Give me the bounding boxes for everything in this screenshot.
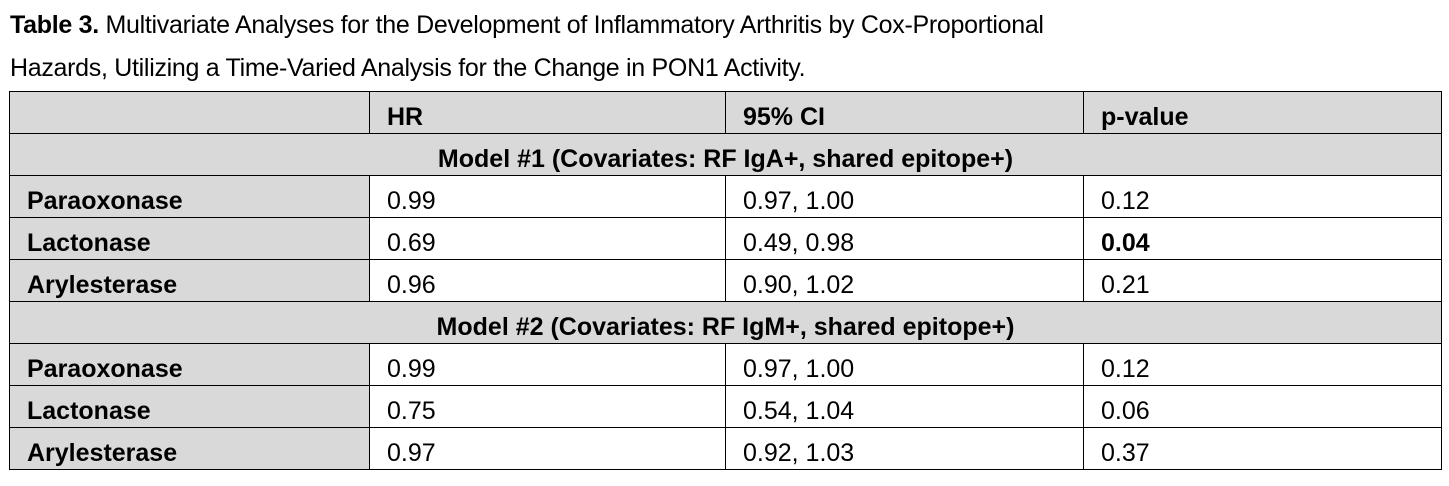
caption-line-1: Table 3. Multivariate Analyses for the D… bbox=[10, 11, 1044, 39]
model-row: Model #2 (Covariates: RF IgM+, shared ep… bbox=[9, 301, 1442, 344]
p-value-cell: 0.04 bbox=[1083, 217, 1442, 260]
row-label-cell: Lactonase bbox=[9, 385, 370, 428]
table-row: Arylesterase 0.96 0.90, 1.02 0.21 bbox=[9, 259, 1442, 302]
hr-cell: 0.69 bbox=[369, 217, 726, 260]
row-label-cell: Arylesterase bbox=[9, 259, 370, 302]
table-row: Arylesterase 0.97 0.92, 1.03 0.37 bbox=[9, 427, 1442, 470]
hr-cell: 0.75 bbox=[369, 385, 726, 428]
header-cell-p-value: p-value bbox=[1083, 91, 1442, 134]
header-cell-hr: HR bbox=[369, 91, 726, 134]
table-row: Paraoxonase 0.99 0.97, 1.00 0.12 bbox=[9, 343, 1442, 386]
ci-cell: 0.49, 0.98 bbox=[725, 217, 1084, 260]
ci-cell: 0.92, 1.03 bbox=[725, 427, 1084, 470]
row-label-cell: Lactonase bbox=[9, 217, 370, 260]
hr-cell: 0.97 bbox=[369, 427, 726, 470]
ci-cell: 0.90, 1.02 bbox=[725, 259, 1084, 302]
caption-label: Table 3. bbox=[10, 11, 99, 39]
p-value-cell: 0.37 bbox=[1083, 427, 1442, 470]
hr-cell: 0.99 bbox=[369, 175, 726, 218]
ci-cell: 0.54, 1.04 bbox=[725, 385, 1084, 428]
p-value-cell: 0.06 bbox=[1083, 385, 1442, 428]
row-label-cell: Paraoxonase bbox=[9, 343, 370, 386]
results-table: HR 95% CI p-value Model #1 (Covariates: … bbox=[9, 91, 1442, 470]
table-caption: Table 3. Multivariate Analyses for the D… bbox=[10, 4, 1044, 90]
header-cell-ci: 95% CI bbox=[725, 91, 1084, 134]
hr-cell: 0.99 bbox=[369, 343, 726, 386]
header-cell-blank bbox=[9, 91, 370, 134]
model-title: Model #1 (Covariates: RF IgA+, shared ep… bbox=[9, 133, 1442, 176]
p-value-cell: 0.21 bbox=[1083, 259, 1442, 302]
table-row: Lactonase 0.69 0.49, 0.98 0.04 bbox=[9, 217, 1442, 260]
model-title: Model #2 (Covariates: RF IgM+, shared ep… bbox=[9, 301, 1442, 344]
caption-line-2: Hazards, Utilizing a Time-Varied Analysi… bbox=[10, 54, 806, 82]
p-value-cell: 0.12 bbox=[1083, 343, 1442, 386]
table-row: Lactonase 0.75 0.54, 1.04 0.06 bbox=[9, 385, 1442, 428]
row-label-cell: Arylesterase bbox=[9, 427, 370, 470]
ci-cell: 0.97, 1.00 bbox=[725, 175, 1084, 218]
header-row: HR 95% CI p-value bbox=[9, 91, 1442, 134]
model-row: Model #1 (Covariates: RF IgA+, shared ep… bbox=[9, 133, 1442, 176]
row-label-cell: Paraoxonase bbox=[9, 175, 370, 218]
p-value-cell: 0.12 bbox=[1083, 175, 1442, 218]
ci-cell: 0.97, 1.00 bbox=[725, 343, 1084, 386]
table-row: Paraoxonase 0.99 0.97, 1.00 0.12 bbox=[9, 175, 1442, 218]
hr-cell: 0.96 bbox=[369, 259, 726, 302]
